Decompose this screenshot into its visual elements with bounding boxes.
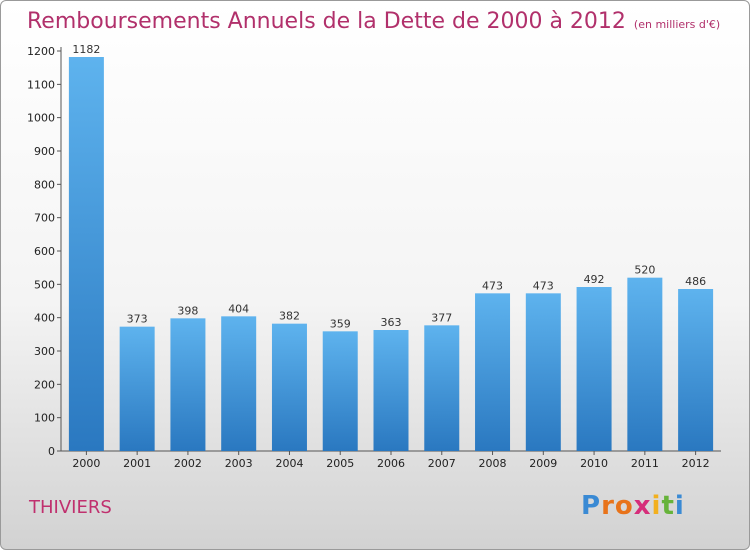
chart-title: Remboursements Annuels de la Dette de 20…	[27, 9, 720, 34]
bar-value-label: 473	[482, 279, 503, 292]
bar-value-label: 398	[177, 304, 198, 317]
bar-value-label: 377	[431, 311, 452, 324]
x-tick-label: 2000	[72, 457, 100, 470]
y-tick-label: 200	[34, 378, 55, 391]
logo-letter: P	[581, 491, 602, 521]
y-tick-label: 400	[34, 312, 55, 325]
x-tick-label: 2010	[580, 457, 608, 470]
x-tick-label: 2007	[428, 457, 456, 470]
y-tick-label: 600	[34, 245, 55, 258]
logo-letter: t	[661, 491, 675, 521]
y-tick-label: 1100	[27, 78, 55, 91]
bar-value-label: 473	[533, 279, 554, 292]
bar	[627, 277, 663, 451]
x-tick-label: 2001	[123, 457, 151, 470]
logo-letter: r	[601, 491, 615, 521]
x-tick-label: 2012	[682, 457, 710, 470]
bar	[475, 293, 511, 451]
logo-letter: x	[633, 491, 652, 521]
y-tick-label: 800	[34, 178, 55, 191]
city-name: THIVIERS	[29, 497, 112, 518]
chart-title-text: Remboursements Annuels de la Dette de 20…	[27, 9, 626, 34]
bar-value-label: 373	[127, 313, 148, 326]
bar-value-label: 486	[685, 275, 706, 288]
proxiti-logo: Proxiti	[581, 491, 685, 521]
bar	[525, 293, 561, 451]
bar-value-label: 359	[330, 317, 351, 330]
bar	[373, 330, 409, 451]
x-tick-label: 2003	[225, 457, 253, 470]
y-tick-label: 0	[48, 445, 55, 458]
logo-letter: i	[651, 491, 662, 521]
bar	[119, 326, 155, 451]
y-tick-label: 900	[34, 145, 55, 158]
x-tick-label: 2002	[174, 457, 202, 470]
y-tick-label: 700	[34, 212, 55, 225]
bar-value-label: 404	[228, 302, 249, 315]
y-tick-label: 1200	[27, 45, 55, 58]
y-tick-label: 100	[34, 412, 55, 425]
bar	[68, 57, 104, 451]
x-tick-label: 2009	[529, 457, 557, 470]
bar-value-label: 382	[279, 310, 300, 323]
y-tick-label: 300	[34, 345, 55, 358]
logo-letter: i	[674, 491, 685, 521]
bar-value-label: 492	[584, 273, 605, 286]
x-tick-label: 2008	[479, 457, 507, 470]
bar-value-label: 520	[634, 264, 655, 277]
y-tick-label: 1000	[27, 112, 55, 125]
bar	[576, 287, 612, 451]
bar	[678, 289, 714, 451]
x-tick-label: 2006	[377, 457, 405, 470]
bar	[271, 323, 307, 451]
bar	[322, 331, 358, 451]
bar-value-label: 363	[381, 316, 402, 329]
x-tick-label: 2005	[326, 457, 354, 470]
bar	[170, 318, 206, 451]
bar	[424, 325, 460, 451]
x-tick-label: 2011	[631, 457, 659, 470]
chart-subtitle: (en milliers d'€)	[633, 18, 721, 31]
bar-value-label: 1182	[72, 43, 100, 56]
bar	[221, 316, 257, 451]
logo-letter: o	[614, 491, 634, 521]
x-tick-label: 2004	[275, 457, 303, 470]
y-tick-label: 500	[34, 278, 55, 291]
